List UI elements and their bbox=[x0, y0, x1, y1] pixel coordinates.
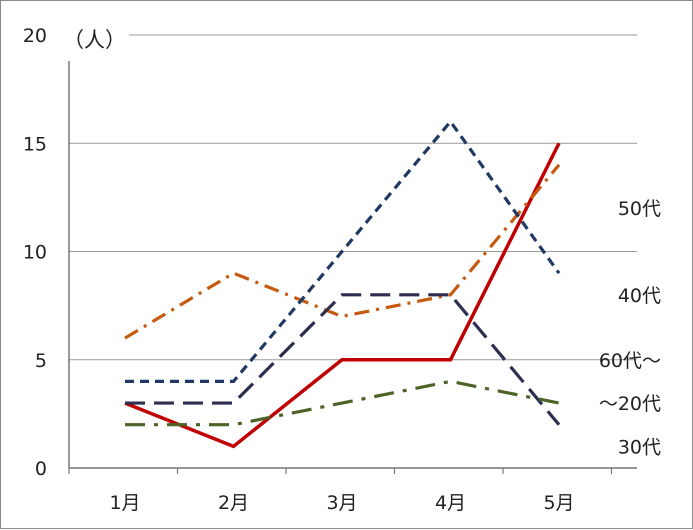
series-labels: 60代〜 50代 40代〜20代 30代 bbox=[599, 198, 661, 458]
x-tick-label: 5月 bbox=[543, 492, 574, 514]
y-tick-labels: 0 5 10 15 20 bbox=[23, 25, 47, 480]
y-tick-label: 10 bbox=[23, 242, 47, 264]
x-tick-labels: 1月 2月 3月 4月 5月 bbox=[109, 492, 574, 514]
y-axis-unit-label: （人） bbox=[63, 28, 126, 52]
x-tick-label: 1月 bbox=[109, 492, 140, 514]
gridlines bbox=[69, 34, 637, 361]
series-line bbox=[125, 293, 561, 426]
x-tick-label: 2月 bbox=[218, 492, 249, 514]
series-label: 40代 bbox=[618, 285, 661, 307]
x-tick-label: 4月 bbox=[435, 492, 466, 514]
x-tick-label: 3月 bbox=[326, 492, 357, 514]
y-tick-label: 15 bbox=[23, 133, 47, 155]
series-line bbox=[124, 142, 561, 449]
series-label: 〜20代 bbox=[599, 393, 661, 415]
axes bbox=[68, 61, 637, 474]
series-label: 60代〜 bbox=[599, 350, 661, 372]
series-label: 30代 bbox=[618, 436, 661, 458]
series-lines bbox=[124, 118, 561, 449]
series-line bbox=[125, 118, 561, 383]
y-tick-label: 0 bbox=[35, 458, 47, 480]
y-tick-label: 20 bbox=[23, 25, 47, 47]
series-line bbox=[125, 379, 560, 427]
series-label: 50代 bbox=[618, 198, 661, 220]
y-tick-label: 5 bbox=[35, 350, 47, 372]
